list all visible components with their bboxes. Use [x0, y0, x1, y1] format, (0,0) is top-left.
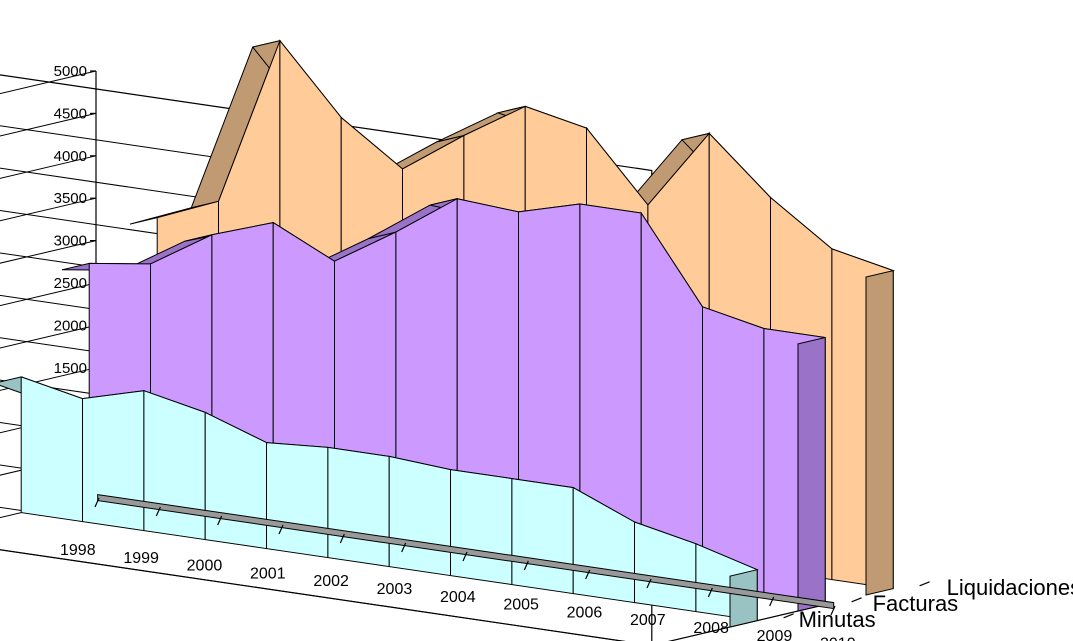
x-tick-label: 2010	[820, 636, 856, 641]
x-tick-mark	[462, 551, 468, 562]
x-tick-label: 2003	[377, 581, 413, 598]
data-point	[450, 469, 513, 586]
x-tick-label: 1999	[123, 550, 159, 567]
x-tick-mark	[155, 506, 161, 517]
x-tick-label: 2002	[313, 573, 349, 590]
data-point	[143, 389, 206, 541]
x-tick-mark	[217, 515, 223, 526]
x-tick-mark	[830, 605, 836, 616]
z-tick-mark	[919, 581, 930, 587]
x-tick-mark	[339, 533, 345, 544]
x-tick-mark	[769, 596, 775, 607]
x-tick-label: 2005	[503, 597, 539, 614]
x-tick-mark	[278, 524, 284, 535]
series-label-facturas: Facturas	[873, 591, 959, 616]
x-tick-label: 2008	[693, 620, 729, 637]
x-tick-mark	[523, 560, 529, 571]
z-tick-mark	[783, 613, 794, 619]
x-tick-label: 2001	[250, 565, 286, 582]
x-tick-mark	[707, 587, 713, 598]
z-tick-mark	[851, 597, 862, 603]
series-end-cap	[729, 569, 758, 628]
x-axis: 1998 1999 2000 2001 2002 2003 2004 2005 2006 2007…	[60, 497, 856, 641]
y-tick-label: 3500	[54, 190, 87, 207]
data-point	[20, 376, 83, 523]
data-point	[82, 390, 145, 532]
y-tick-label: 3000	[54, 233, 87, 250]
series-label-minutas: Minutas	[799, 607, 876, 632]
x-tick-label: 2000	[187, 558, 223, 575]
x-tick-mark	[585, 569, 591, 580]
data-point	[511, 478, 574, 595]
data-point	[327, 446, 390, 568]
y-tick-label: 2000	[54, 317, 87, 334]
y-tick-label: 5000	[54, 63, 87, 80]
data-point	[388, 455, 451, 577]
series-group	[0, 39, 895, 628]
data-point	[266, 442, 329, 559]
x-tick-mark	[94, 497, 100, 508]
y-tick-label: 4500	[54, 105, 87, 122]
x-tick-label: 1998	[60, 542, 96, 559]
x-tick-mark	[646, 578, 652, 589]
x-tick-label: 2007	[630, 612, 666, 629]
x-tick-mark	[401, 542, 407, 553]
y-tick-label: 4000	[54, 148, 87, 165]
series-end-cap	[797, 336, 826, 612]
series-end-cap	[865, 269, 894, 596]
series-facturas	[61, 197, 826, 612]
y-tick-label: 2500	[54, 275, 87, 292]
x-tick-label: 2009	[757, 628, 793, 641]
x-tick-label: 2004	[440, 589, 476, 606]
y-tick-label: 1500	[54, 360, 87, 377]
x-tick-label: 2006	[567, 604, 603, 621]
series-label-liquidaciones: Liquidaciones	[947, 575, 1073, 600]
